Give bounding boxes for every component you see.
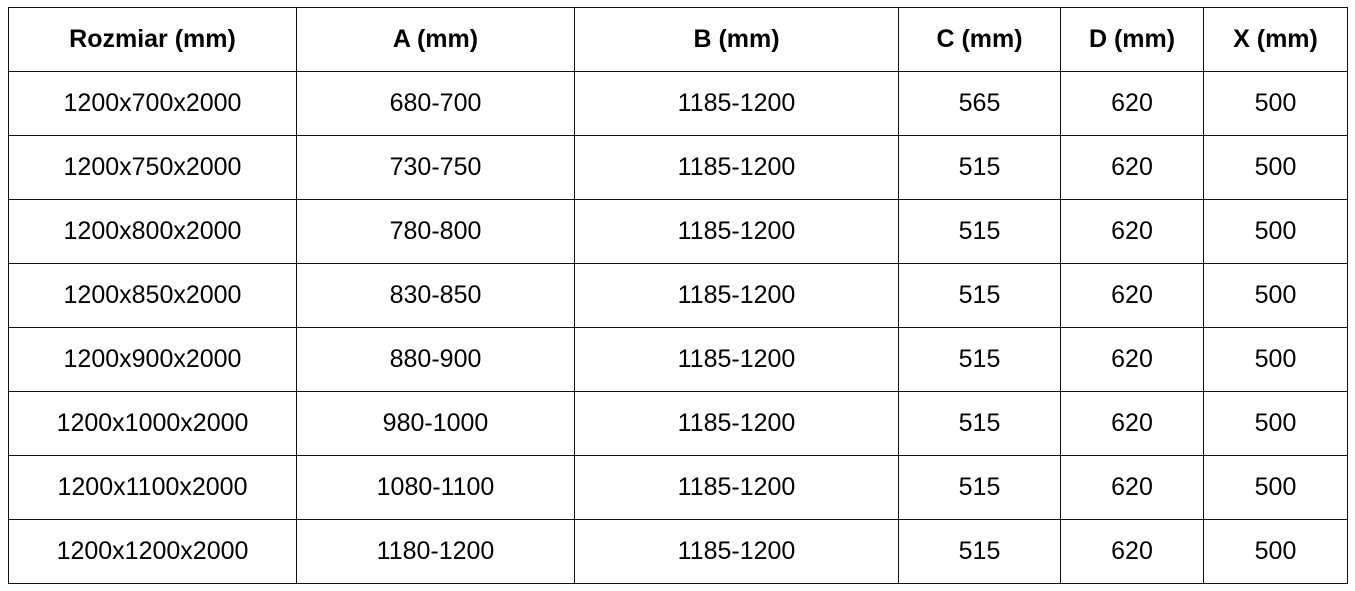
cell-d: 620	[1060, 327, 1204, 392]
cell-size: 1200x1100x2000	[8, 455, 297, 520]
cell-c: 515	[898, 455, 1061, 520]
cell-c: 515	[898, 263, 1061, 328]
table-row: 1200x900x2000 880-900 1185-1200 515 620 500	[8, 327, 1348, 392]
cell-c: 515	[898, 135, 1061, 200]
cell-size: 1200x750x2000	[8, 135, 297, 200]
cell-x: 500	[1203, 71, 1348, 136]
cell-a: 730-750	[296, 135, 575, 200]
cell-size: 1200x700x2000	[8, 71, 297, 136]
column-header-b: B (mm)	[574, 7, 899, 72]
cell-d: 620	[1060, 455, 1204, 520]
column-header-a: A (mm)	[296, 7, 575, 72]
cell-x: 500	[1203, 263, 1348, 328]
column-header-size: Rozmiar (mm)	[8, 7, 297, 72]
cell-d: 620	[1060, 199, 1204, 264]
cell-b: 1185-1200	[574, 71, 899, 136]
cell-x: 500	[1203, 199, 1348, 264]
cell-b: 1185-1200	[574, 263, 899, 328]
cell-size: 1200x900x2000	[8, 327, 297, 392]
cell-d: 620	[1060, 135, 1204, 200]
column-header-x: X (mm)	[1203, 7, 1348, 72]
table-row: 1200x1100x2000 1080-1100 1185-1200 515 620 50…	[8, 455, 1348, 520]
cell-b: 1185-1200	[574, 327, 899, 392]
cell-x: 500	[1203, 391, 1348, 456]
size-table: Rozmiar (mm) A (mm) B (mm) C (mm) D (mm) X (m…	[8, 7, 1348, 584]
table-row: 1200x1000x2000 980-1000 1185-1200 515 620 500	[8, 391, 1348, 456]
cell-size: 1200x800x2000	[8, 199, 297, 264]
cell-a: 680-700	[296, 71, 575, 136]
cell-size: 1200x1000x2000	[8, 391, 297, 456]
header-row: Rozmiar (mm) A (mm) B (mm) C (mm) D (mm) X (m…	[8, 7, 1348, 72]
cell-b: 1185-1200	[574, 391, 899, 456]
cell-a: 1180-1200	[296, 519, 575, 584]
cell-b: 1185-1200	[574, 455, 899, 520]
cell-c: 515	[898, 391, 1061, 456]
cell-b: 1185-1200	[574, 135, 899, 200]
table-row: 1200x800x2000 780-800 1185-1200 515 620 500	[8, 199, 1348, 264]
cell-x: 500	[1203, 327, 1348, 392]
cell-d: 620	[1060, 391, 1204, 456]
cell-a: 1080-1100	[296, 455, 575, 520]
cell-d: 620	[1060, 519, 1204, 584]
cell-a: 880-900	[296, 327, 575, 392]
column-header-c: C (mm)	[898, 7, 1061, 72]
table-row: 1200x1200x2000 1180-1200 1185-1200 515 620 50…	[8, 519, 1348, 584]
cell-c: 515	[898, 519, 1061, 584]
cell-a: 780-800	[296, 199, 575, 264]
cell-size: 1200x1200x2000	[8, 519, 297, 584]
cell-d: 620	[1060, 263, 1204, 328]
table-row: 1200x750x2000 730-750 1185-1200 515 620 500	[8, 135, 1348, 200]
cell-a: 830-850	[296, 263, 575, 328]
cell-c: 515	[898, 327, 1061, 392]
cell-b: 1185-1200	[574, 199, 899, 264]
cell-c: 515	[898, 199, 1061, 264]
cell-a: 980-1000	[296, 391, 575, 456]
cell-d: 620	[1060, 71, 1204, 136]
cell-x: 500	[1203, 455, 1348, 520]
cell-x: 500	[1203, 135, 1348, 200]
cell-b: 1185-1200	[574, 519, 899, 584]
cell-x: 500	[1203, 519, 1348, 584]
table-row: 1200x700x2000 680-700 1185-1200 565 620 500	[8, 71, 1348, 136]
cell-c: 565	[898, 71, 1061, 136]
column-header-d: D (mm)	[1060, 7, 1204, 72]
table-row: 1200x850x2000 830-850 1185-1200 515 620 500	[8, 263, 1348, 328]
cell-size: 1200x850x2000	[8, 263, 297, 328]
